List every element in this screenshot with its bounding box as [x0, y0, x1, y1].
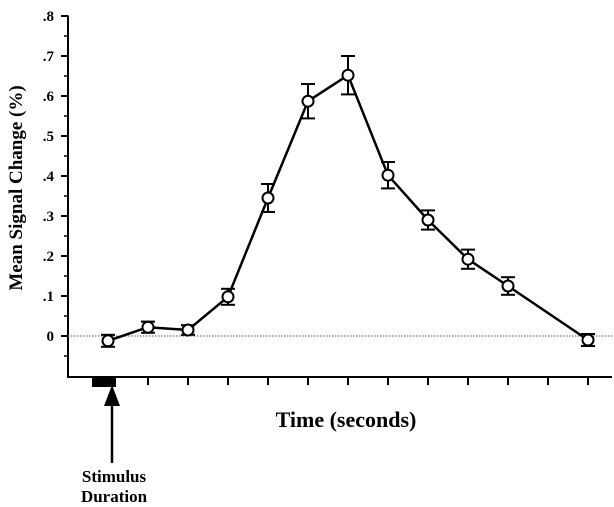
y-tick-label-4: .4 [43, 169, 55, 185]
data-point-3 [181, 323, 195, 337]
data-point-9 [421, 213, 435, 227]
data-point-10 [461, 252, 475, 266]
data-point-8 [381, 168, 395, 182]
data-point-5 [261, 191, 275, 205]
y-tick-label-2: .6 [43, 89, 55, 105]
stimulus-annotation [92, 378, 120, 463]
data-point-6 [301, 94, 315, 108]
data-point-1 [101, 334, 115, 348]
y-tick-label-7: .1 [43, 289, 54, 305]
data-point-11 [501, 279, 515, 293]
data-point-2 [141, 320, 155, 334]
y-tick-label-5: .3 [43, 209, 54, 225]
duration-label: Duration [81, 487, 148, 506]
y-tick-label-8: 0 [47, 329, 55, 345]
series-line [107, 73, 589, 342]
arrow-head [104, 385, 120, 406]
x-axis [67, 376, 612, 385]
y-axis: .8 .7 .6 .5 .4 .3 .2 .1 0 [43, 9, 69, 377]
series-1 [101, 55, 595, 348]
data-point-4 [221, 290, 235, 304]
y-tick-label-6: .2 [43, 249, 54, 265]
x-axis-title: Time (seconds) [276, 407, 417, 432]
stimulus-bar [92, 378, 116, 387]
data-point-12 [581, 333, 595, 347]
stimulus-label: Stimulus [82, 467, 147, 486]
y-axis-title: Mean Signal Change (%) [6, 85, 27, 290]
y-tick-label-3: .5 [43, 129, 54, 145]
data-point-7 [341, 68, 355, 82]
y-tick-label-0: .8 [43, 9, 54, 25]
y-tick-label-1: .7 [43, 49, 55, 65]
